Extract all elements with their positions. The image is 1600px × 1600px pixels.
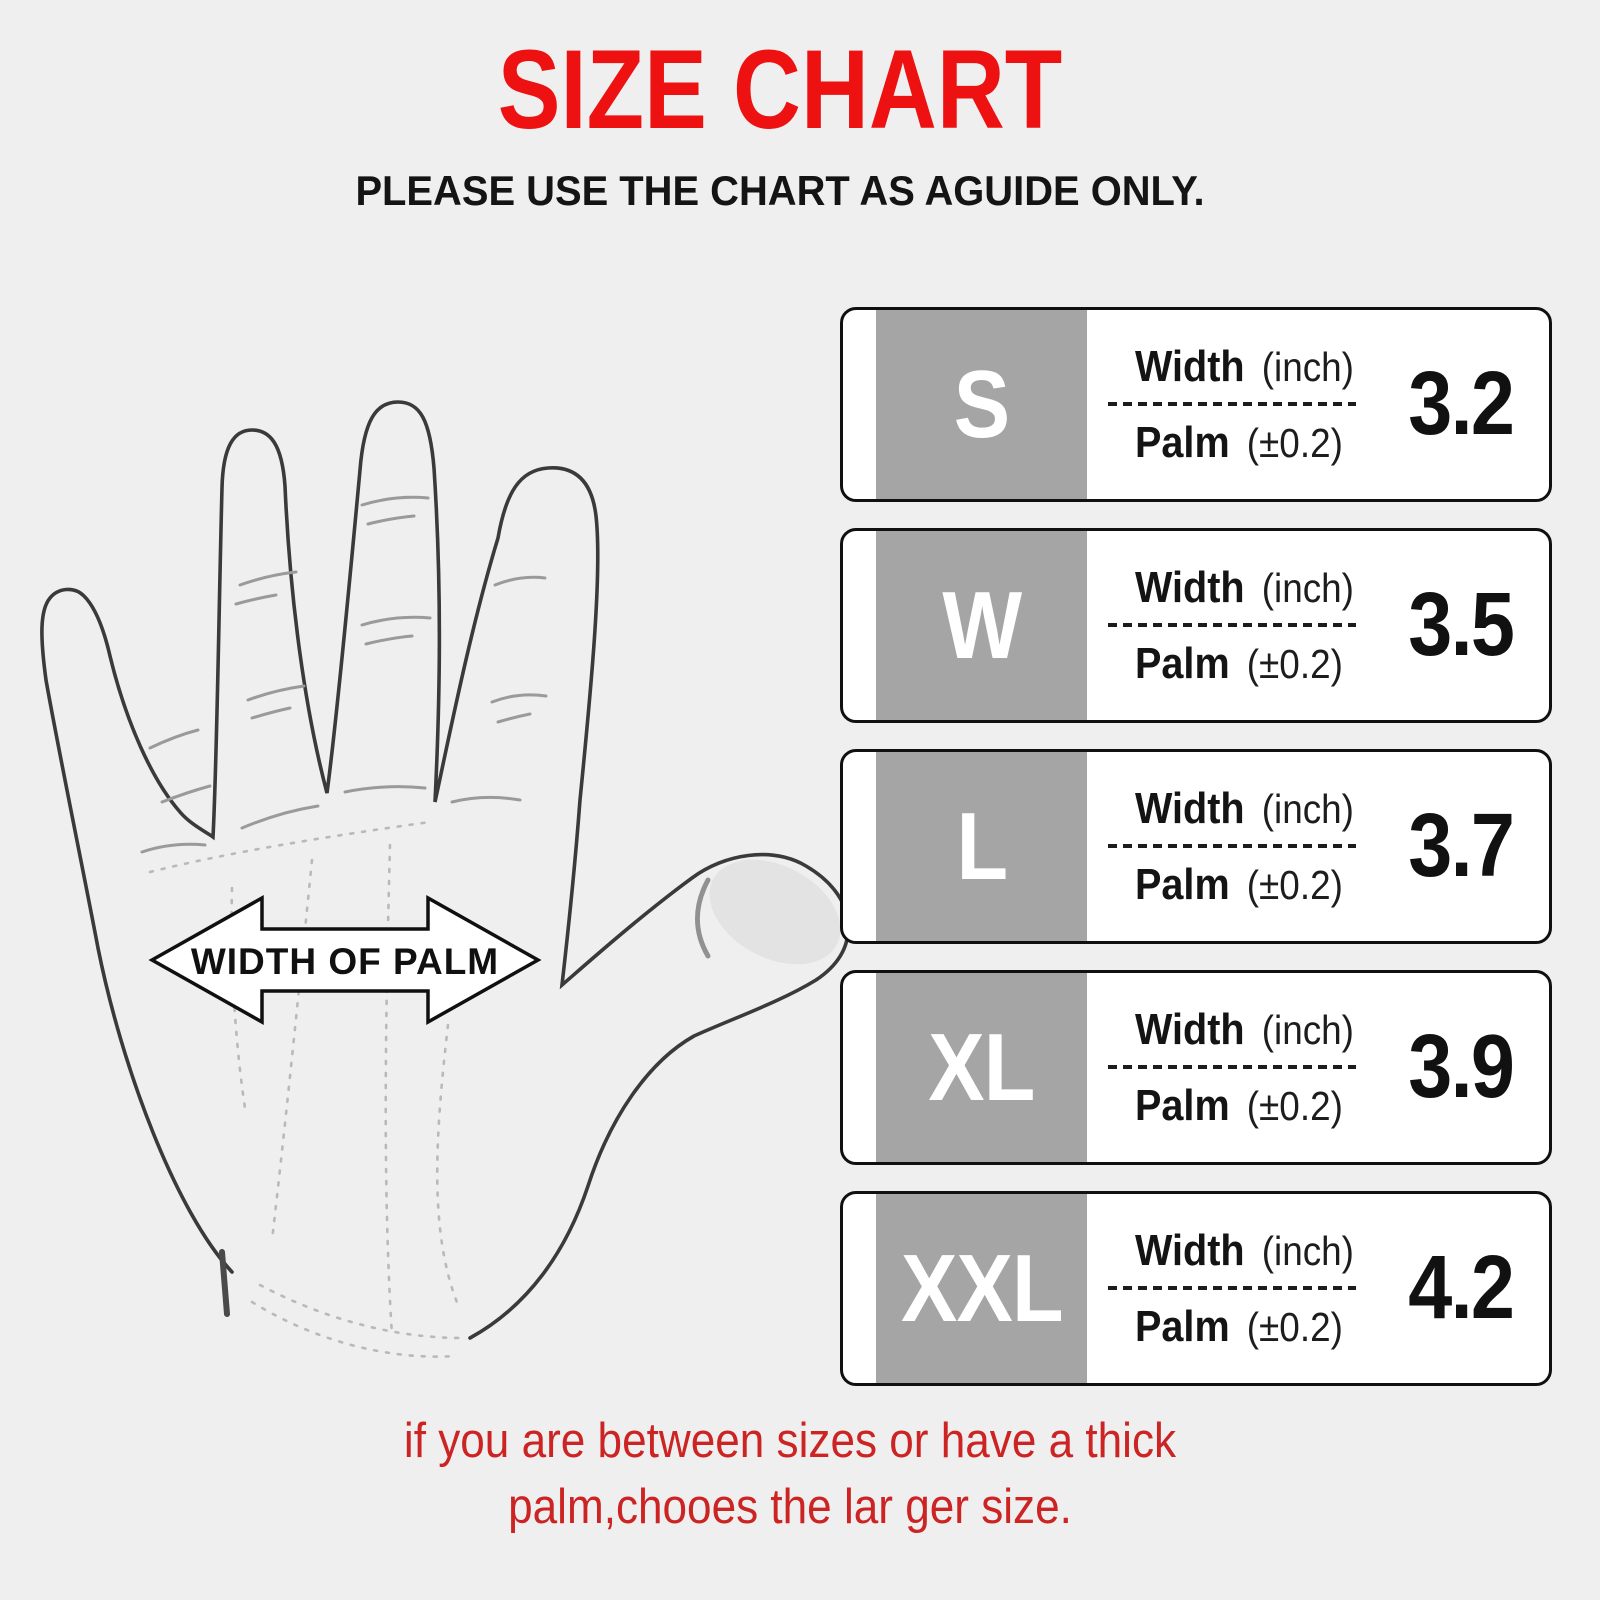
- palm-label: Palm: [1135, 638, 1230, 688]
- size-row-xl: XL Width (inch) Palm (±0.2) 3.9: [840, 970, 1552, 1165]
- width-unit: (inch): [1261, 564, 1354, 611]
- measure-labels: Width (inch) Palm (±0.2): [1108, 310, 1356, 499]
- size-value: 3.7: [1408, 796, 1515, 896]
- divider-dashed: [1108, 401, 1356, 406]
- width-label: Width: [1135, 562, 1245, 612]
- page-title: SIZE CHART: [497, 27, 1063, 152]
- hand-outline: [40, 400, 851, 1340]
- palm-label: Palm: [1135, 417, 1230, 467]
- footer-line-2: palm,chooes the lar ger size.: [508, 1480, 1072, 1534]
- thumb-crease: [695, 877, 711, 959]
- palm-label: Palm: [1135, 859, 1230, 909]
- size-letter: L: [956, 792, 1008, 900]
- wrist-stroke: [219, 1249, 230, 1317]
- measure-labels: Width (inch) Palm (±0.2): [1108, 973, 1356, 1162]
- width-unit: (inch): [1261, 1006, 1354, 1053]
- size-badge: XL: [876, 973, 1087, 1162]
- measure-labels: Width (inch) Palm (±0.2): [1108, 752, 1356, 941]
- divider-dashed: [1108, 622, 1356, 627]
- palm-tolerance: (±0.2): [1246, 861, 1343, 908]
- width-arrow: [148, 895, 542, 1025]
- width-label: Width: [1135, 1004, 1245, 1054]
- size-badge: L: [876, 752, 1087, 941]
- page-subtitle: PLEASE USE THE CHART AS AGUIDE ONLY.: [355, 167, 1205, 214]
- size-row-s: S Width (inch) Palm (±0.2) 3.2: [840, 307, 1552, 502]
- size-value: 3.5: [1408, 575, 1515, 675]
- size-letter: S: [953, 350, 1010, 458]
- size-value: 4.2: [1408, 1238, 1515, 1338]
- divider-dashed: [1108, 1064, 1356, 1069]
- thumb-shading: [709, 859, 841, 965]
- divider-dashed: [1108, 843, 1356, 848]
- palm-tolerance: (±0.2): [1246, 419, 1343, 466]
- width-unit: (inch): [1261, 343, 1354, 390]
- palm-tolerance: (±0.2): [1246, 1082, 1343, 1129]
- size-badge: XXL: [876, 1194, 1087, 1383]
- finger-creases: [140, 495, 548, 854]
- size-letter: XL: [928, 1013, 1035, 1121]
- size-value: 3.9: [1408, 1017, 1515, 1117]
- width-unit: (inch): [1261, 1227, 1354, 1274]
- width-arrow-label: WIDTH OF PALM: [191, 941, 499, 982]
- size-badge: S: [876, 310, 1087, 499]
- width-label: Width: [1135, 1225, 1245, 1275]
- measure-labels: Width (inch) Palm (±0.2): [1108, 1194, 1356, 1383]
- palm-tolerance: (±0.2): [1246, 1303, 1343, 1350]
- measure-labels: Width (inch) Palm (±0.2): [1108, 531, 1356, 720]
- footer-line-1: if you are between sizes or have a thick: [403, 1414, 1177, 1468]
- footer-note: if you are between sizes or have a thick…: [0, 1408, 1580, 1540]
- size-letter: XXL: [900, 1234, 1064, 1342]
- size-row-l: L Width (inch) Palm (±0.2) 3.7: [840, 749, 1552, 944]
- divider-dashed: [1108, 1285, 1356, 1290]
- size-value: 3.2: [1408, 354, 1515, 454]
- size-row-xxl: XXL Width (inch) Palm (±0.2) 4.2: [840, 1191, 1552, 1386]
- width-label: Width: [1135, 341, 1245, 391]
- size-letter: W: [942, 571, 1022, 679]
- palm-label: Palm: [1135, 1301, 1230, 1351]
- palm-tolerance: (±0.2): [1246, 640, 1343, 687]
- palm-label: Palm: [1135, 1080, 1230, 1130]
- size-badge: W: [876, 531, 1087, 720]
- size-row-w: W Width (inch) Palm (±0.2) 3.5: [840, 528, 1552, 723]
- width-label: Width: [1135, 783, 1245, 833]
- width-unit: (inch): [1261, 785, 1354, 832]
